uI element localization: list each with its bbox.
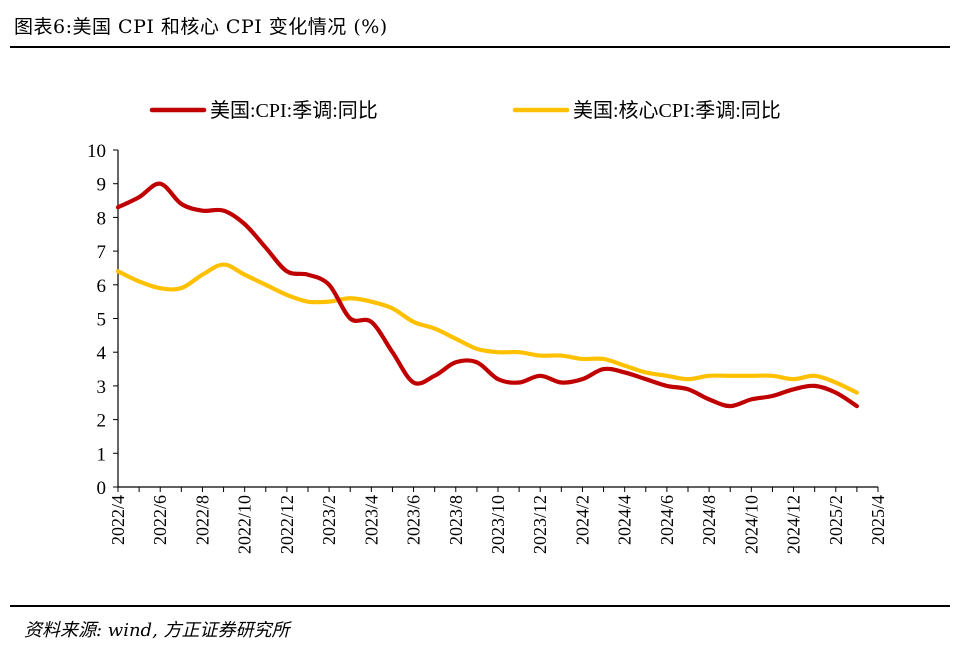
y-tick-label: 9	[97, 175, 107, 196]
x-tick-label: 2024/10	[741, 495, 761, 554]
source-note: 资料来源: wind, 方正证券研究所	[24, 620, 290, 641]
x-tick-label: 2024/2	[572, 495, 592, 545]
footer-rule	[10, 605, 950, 607]
y-tick-label: 3	[97, 377, 107, 398]
y-tick-label: 7	[97, 242, 107, 263]
x-tick-label: 2025/2	[826, 495, 846, 545]
x-tick-label: 2025/4	[868, 495, 888, 545]
x-tick-label: 2024/8	[699, 495, 719, 545]
series-line-0	[115, 181, 859, 409]
y-axis: 0 1 2 3 4 5 6 7 8 9 10	[87, 141, 119, 499]
x-tick-label: 2023/2	[319, 495, 339, 545]
x-tick-label: 2022/10	[235, 495, 255, 554]
x-tick-label: 2022/8	[192, 495, 212, 545]
x-axis: 2022/4 2022/6 2022/8 2022/10 2022/12 2023/2 20…	[108, 486, 888, 554]
x-tick-label: 2024/12	[784, 495, 804, 554]
y-tick-label: 4	[97, 343, 107, 364]
x-tick-label: 2022/6	[150, 495, 170, 545]
y-tick-label: 10	[87, 141, 106, 162]
chart-title: 图表6:美国 CPI 和核心 CPI 变化情况 (%)	[14, 16, 388, 38]
x-tick-label: 2024/4	[615, 495, 635, 545]
x-tick-label: 2023/4	[361, 495, 381, 545]
y-tick-label: 5	[97, 310, 107, 331]
x-tick-label: 2022/4	[108, 495, 128, 545]
cpi-line-chart: 美国:CPI:季调:同比 美国:核心CPI:季调:同比 012345678910 …	[87, 99, 888, 554]
y-tick-label: 0	[97, 478, 107, 499]
x-tick-label: 2023/8	[446, 495, 466, 545]
x-tick-label: 2022/12	[277, 495, 297, 554]
legend: 美国:CPI:季调:同比 美国:核心CPI:季调:同比	[149, 99, 781, 122]
x-tick-label: 2023/10	[488, 495, 508, 554]
x-tick-label: 2023/6	[404, 495, 424, 545]
x-tick-label: 2024/6	[657, 495, 677, 545]
legend-label-1: 美国:核心CPI:季调:同比	[573, 99, 781, 122]
y-tick-label: 8	[97, 208, 107, 229]
series-line-1	[115, 262, 859, 395]
header-rule	[10, 46, 950, 48]
y-tick-label: 2	[97, 411, 107, 432]
x-tick-label: 2023/12	[530, 495, 550, 554]
y-tick-label: 6	[97, 276, 107, 297]
legend-label-0: 美国:CPI:季调:同比	[210, 99, 378, 122]
series-lines	[115, 181, 859, 409]
y-tick-label: 1	[97, 444, 107, 465]
